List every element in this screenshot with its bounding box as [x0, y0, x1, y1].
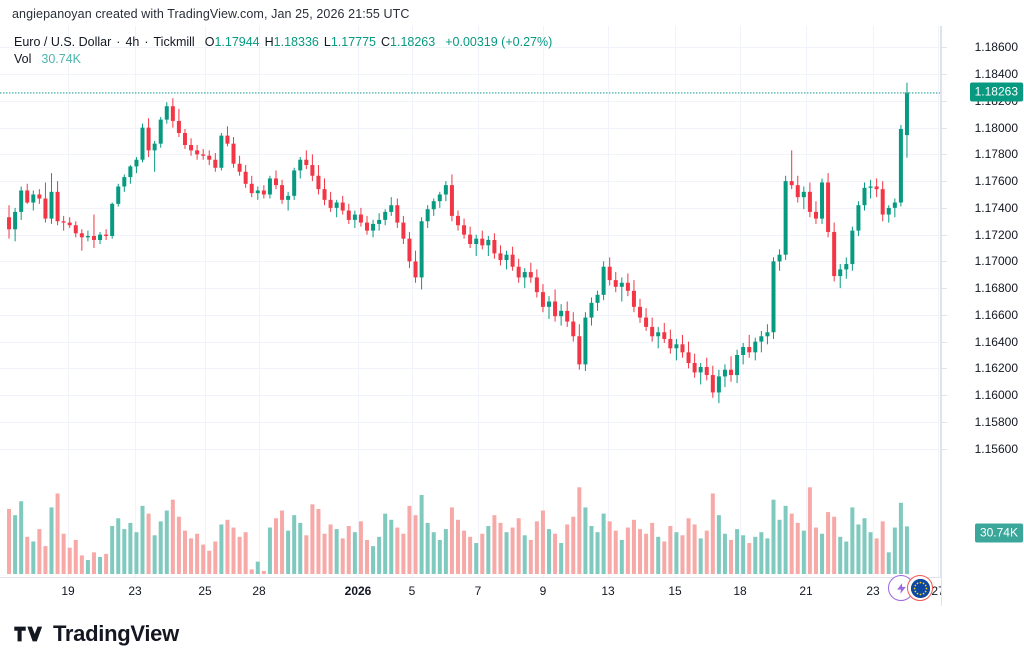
- brand-bar: TradingView: [0, 606, 1024, 661]
- time-axis-tick: 23: [128, 584, 142, 598]
- axis-corner: [941, 578, 1024, 607]
- price-axis-tickmark: [942, 449, 947, 450]
- price-axis-tick: 1.15600: [974, 441, 1018, 456]
- price-axis-tickmark: [942, 422, 947, 423]
- pane-right-border: [940, 26, 941, 578]
- attribution-text: angiepanoyan created with TradingView.co…: [12, 7, 410, 21]
- price-axis-tick: 1.16600: [974, 307, 1018, 322]
- time-axis-tick: 25: [198, 584, 212, 598]
- chart-pane[interactable]: Euro / U.S. Dollar · 4h · Tickmill O1.17944 H1…: [0, 26, 941, 601]
- price-axis-tick: 1.16200: [974, 361, 1018, 376]
- price-axis-tick: 1.16800: [974, 281, 1018, 296]
- candlestick-series: [7, 82, 909, 574]
- brand-name: TradingView: [53, 621, 179, 646]
- price-axis-tickmark: [942, 235, 947, 236]
- chart-gridlines: [0, 26, 941, 578]
- price-axis-tick: 1.17600: [974, 174, 1018, 189]
- price-axis-tick: 1.15800: [974, 414, 1018, 429]
- time-axis[interactable]: 19 23 25 28 2026 5 7 9 13 15 18 21 23 27: [0, 578, 945, 607]
- price-axis-tick: 1.18600: [974, 40, 1018, 55]
- time-axis-tick: 15: [668, 584, 682, 598]
- price-axis-tick: 1.16000: [974, 388, 1018, 403]
- time-axis-tick: 23: [866, 584, 880, 598]
- price-axis[interactable]: 1.186001.184001.182001.180001.178001.176…: [941, 26, 1024, 578]
- price-axis-tick: 1.18400: [974, 67, 1018, 82]
- price-axis-tickmark: [942, 74, 947, 75]
- price-axis-tickmark: [942, 288, 947, 289]
- time-axis-tick: 7: [474, 584, 482, 598]
- price-axis-tickmark: [942, 208, 947, 209]
- time-axis-tick: 18: [733, 584, 747, 598]
- time-axis-tick: 21: [799, 584, 813, 598]
- tradingview-logo-icon: [14, 626, 43, 642]
- price-axis-tick: 1.17200: [974, 227, 1018, 242]
- time-axis-tick: 5: [408, 584, 416, 598]
- price-line-overlay: [0, 92, 941, 94]
- tradingview-brand: TradingView: [14, 621, 179, 647]
- current-price-badge: 1.18263: [969, 82, 1023, 102]
- price-axis-tickmark: [942, 181, 947, 182]
- time-axis-tick: 19: [61, 584, 75, 598]
- price-axis-tickmark: [942, 128, 947, 129]
- price-axis-tick: 1.18000: [974, 120, 1018, 135]
- price-axis-tick: 1.16400: [974, 334, 1018, 349]
- price-axis-tickmark: [942, 101, 947, 102]
- price-axis-tickmark: [942, 368, 947, 369]
- time-axis-tick: 2026: [344, 584, 372, 598]
- price-axis-tickmark: [942, 315, 947, 316]
- current-volume-badge: 30.74K: [974, 523, 1023, 543]
- eu-flag-icon[interactable]: [907, 575, 933, 601]
- symbol-badges[interactable]: [888, 575, 933, 601]
- price-axis-tickmark: [942, 261, 947, 262]
- time-axis-tick: 28: [252, 584, 266, 598]
- price-axis-tick: 1.17400: [974, 200, 1018, 215]
- price-axis-tickmark: [942, 47, 947, 48]
- pane-bottom-border: [0, 577, 941, 578]
- price-axis-tickmark: [942, 154, 947, 155]
- time-axis-tick: 9: [539, 584, 547, 598]
- price-axis-tickmark: [942, 342, 947, 343]
- time-axis-tick: 13: [601, 584, 615, 598]
- price-axis-tick: 1.17800: [974, 147, 1018, 162]
- price-axis-tick: 1.17000: [974, 254, 1018, 269]
- price-axis-tickmark: [942, 395, 947, 396]
